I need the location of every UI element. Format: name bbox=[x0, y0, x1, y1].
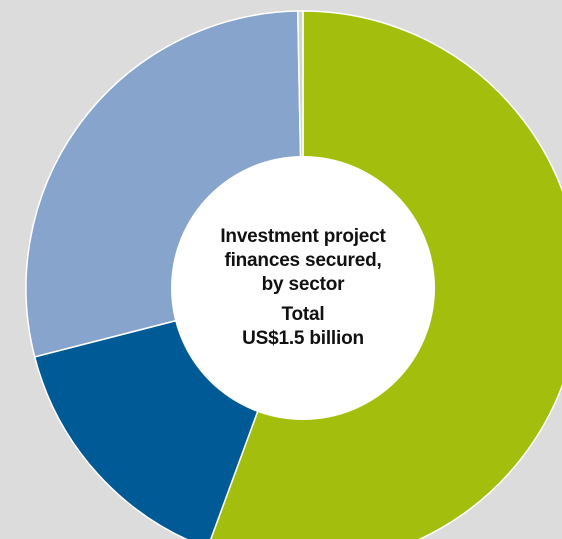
donut-hole bbox=[171, 156, 435, 420]
